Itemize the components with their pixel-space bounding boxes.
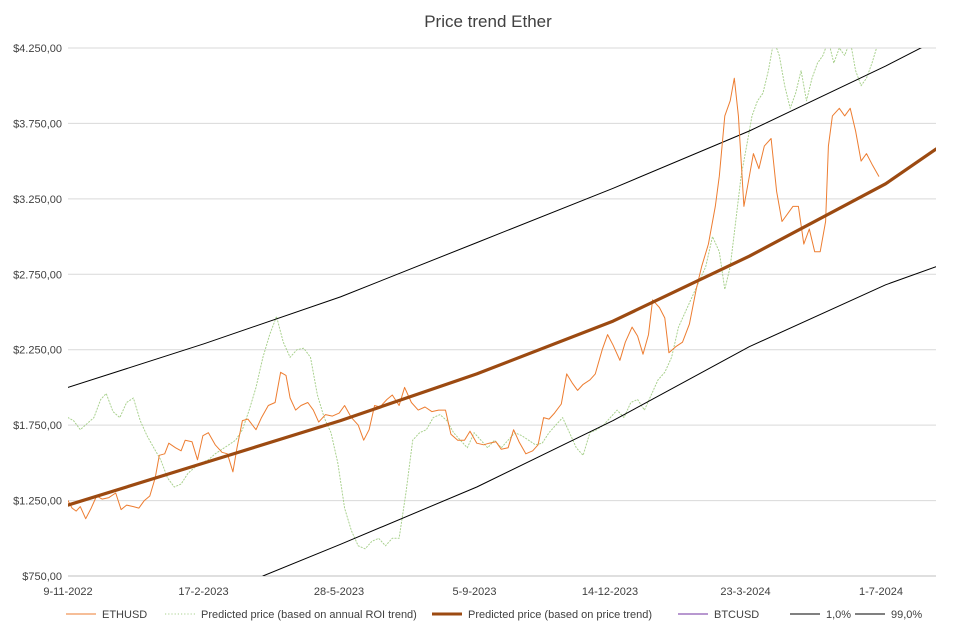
y-tick-label: $4.250,00	[13, 43, 62, 55]
legend-label: 99,0%	[891, 609, 922, 621]
series-line-predicted-price-based-on-price-trend	[68, 147, 936, 507]
plot-area	[68, 48, 936, 576]
chart-title: Price trend Ether	[424, 12, 552, 31]
legend-label: ETHUSD	[102, 609, 147, 621]
y-tick-label: $2.750,00	[13, 269, 62, 281]
y-tick-label: $1.750,00	[13, 420, 62, 432]
x-tick-label: 23-3-2024	[720, 586, 770, 598]
legend-label: BTCUSD	[714, 609, 759, 621]
y-tick-label: $2.250,00	[13, 345, 62, 357]
series-line-predicted-price-based-on-annual-roi-trend	[68, 48, 878, 550]
series-line-1-0	[262, 266, 936, 576]
x-tick-label: 9-11-2022	[43, 586, 92, 598]
gridlines	[68, 47, 936, 577]
legend-label: 1,0%	[826, 609, 851, 621]
series-line-99-0	[68, 48, 922, 388]
y-axis: $750,00 $1.250,00 $1.750,00 $2.250,00 $2.750…	[13, 43, 62, 583]
y-tick-label: $3.250,00	[13, 194, 62, 206]
series-line-ethusd	[68, 77, 880, 520]
legend-label: Predicted price (based on annual ROI tre…	[201, 609, 417, 621]
x-tick-label: 14-12-2023	[582, 586, 638, 598]
y-tick-label: $1.250,00	[13, 496, 62, 508]
legend: ETHUSD Predicted price (based on annual R…	[66, 609, 922, 621]
y-tick-label: $750,00	[22, 571, 62, 583]
x-tick-label: 1-7-2024	[859, 586, 903, 598]
y-tick-label: $3.750,00	[13, 118, 62, 130]
x-tick-label: 5-9-2023	[452, 586, 496, 598]
x-tick-label: 17-2-2023	[178, 586, 228, 598]
x-axis: 9-11-2022 17-2-2023 28-5-2023 5-9-2023 14-12…	[43, 575, 936, 598]
legend-label: Predicted price (based on price trend)	[468, 609, 652, 621]
x-tick-label: 28-5-2023	[314, 586, 364, 598]
